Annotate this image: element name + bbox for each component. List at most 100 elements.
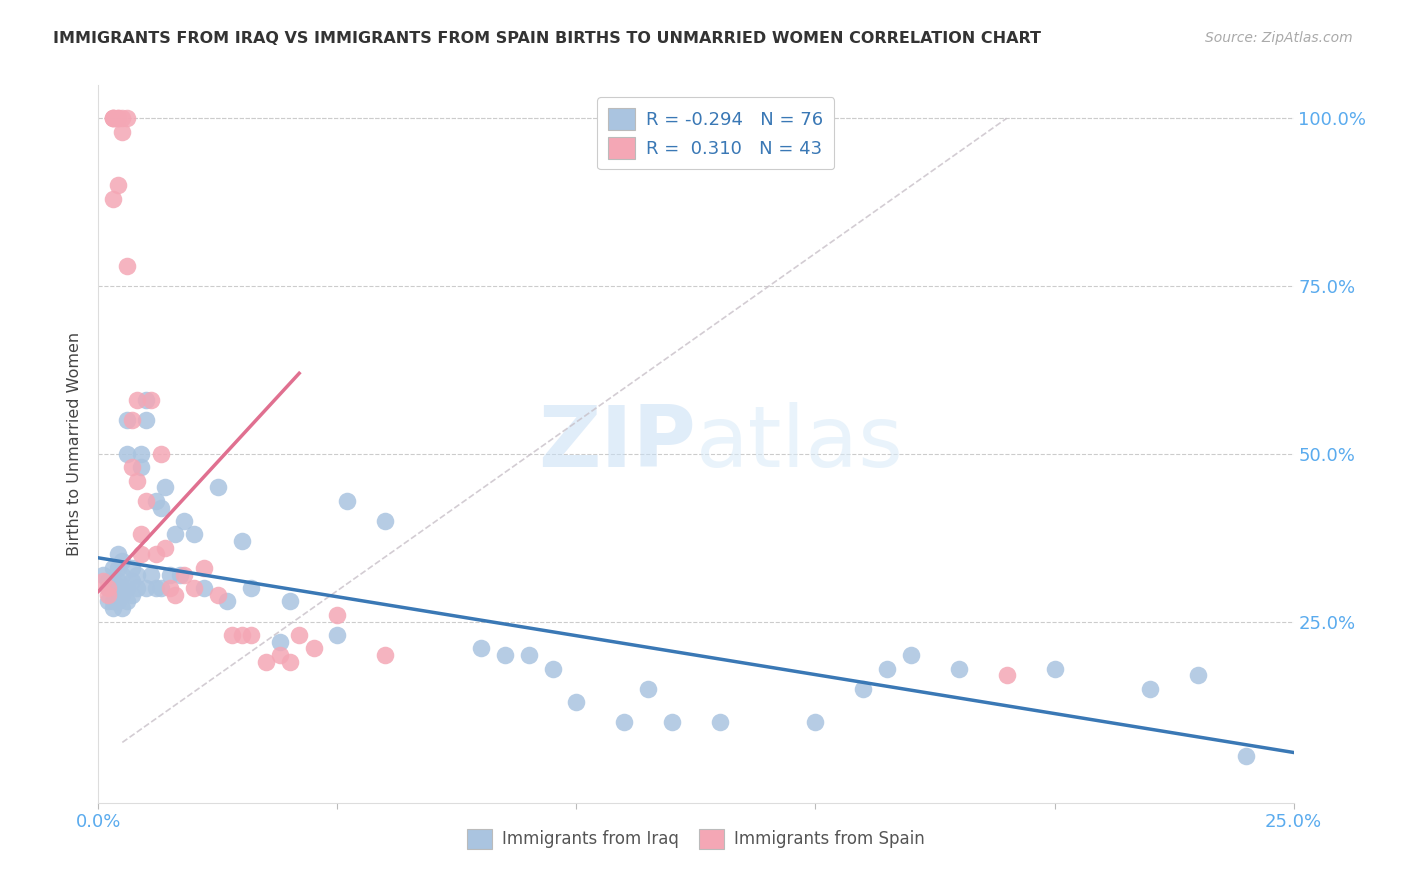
Point [240,628,263,642]
Point [149,500,172,515]
Point [115,581,138,595]
Point [269,634,291,648]
Point [101,574,124,589]
Point [494,648,516,662]
Point [135,581,157,595]
Point [709,715,731,730]
Point [565,695,588,709]
Point [637,681,659,696]
Point [541,662,564,676]
Point [111,112,134,126]
Point [115,112,138,126]
Point [121,413,143,427]
Point [131,460,153,475]
Point [852,681,875,696]
Point [221,628,243,642]
Point [111,581,134,595]
Point [254,655,277,669]
Point [804,715,827,730]
Point [121,574,143,589]
Point [135,493,157,508]
Point [107,594,129,608]
Point [91,574,114,589]
Point [613,715,636,730]
Point [135,413,157,427]
Point [97,594,120,608]
Text: IMMIGRANTS FROM IRAQ VS IMMIGRANTS FROM SPAIN BIRTHS TO UNMARRIED WOMEN CORRELAT: IMMIGRANTS FROM IRAQ VS IMMIGRANTS FROM … [53,31,1042,46]
Point [326,628,349,642]
Point [101,112,124,126]
Point [173,567,195,582]
Point [1234,748,1257,763]
Text: ZIP: ZIP [538,402,696,485]
Legend: Immigrants from Iraq, Immigrants from Spain: Immigrants from Iraq, Immigrants from Sp… [461,822,931,855]
Point [155,541,177,555]
Point [876,662,898,676]
Point [121,460,143,475]
Point [173,514,195,528]
Point [159,567,181,582]
Point [159,581,181,595]
Point [183,581,205,595]
Point [131,548,153,562]
Point [101,192,124,206]
Point [169,567,191,582]
Text: atlas: atlas [696,402,904,485]
Point [107,581,129,595]
Point [163,527,186,541]
Point [115,594,138,608]
Point [231,628,253,642]
Point [111,125,134,139]
Point [278,655,301,669]
Point [121,588,143,602]
Point [374,648,396,662]
Point [269,648,291,662]
Point [661,715,683,730]
Point [149,447,172,461]
Point [101,601,124,615]
Point [131,447,153,461]
Point [1043,662,1066,676]
Point [155,480,177,494]
Point [111,588,134,602]
Point [131,527,153,541]
Point [101,561,124,575]
Point [107,112,129,126]
Point [91,567,114,582]
Point [145,581,167,595]
Point [240,581,263,595]
Point [125,393,148,408]
Point [111,554,134,568]
Point [115,447,138,461]
Point [97,574,120,589]
Point [278,594,301,608]
Point [125,581,148,595]
Point [470,641,492,656]
Point [326,607,349,622]
Point [107,561,129,575]
Point [107,574,129,589]
Point [193,581,215,595]
Point [302,641,325,656]
Point [97,581,120,595]
Point [145,493,167,508]
Point [995,668,1018,682]
Point [97,581,120,595]
Point [135,393,157,408]
Point [193,561,215,575]
Y-axis label: Births to Unmarried Women: Births to Unmarried Women [67,332,83,556]
Point [1187,668,1209,682]
Point [101,594,124,608]
Point [125,474,148,488]
Point [107,178,129,193]
Point [207,588,229,602]
Point [183,527,205,541]
Point [231,534,253,549]
Point [288,628,311,642]
Point [101,112,124,126]
Point [97,588,120,602]
Point [336,493,359,508]
Point [101,581,124,595]
Point [517,648,540,662]
Point [207,480,229,494]
